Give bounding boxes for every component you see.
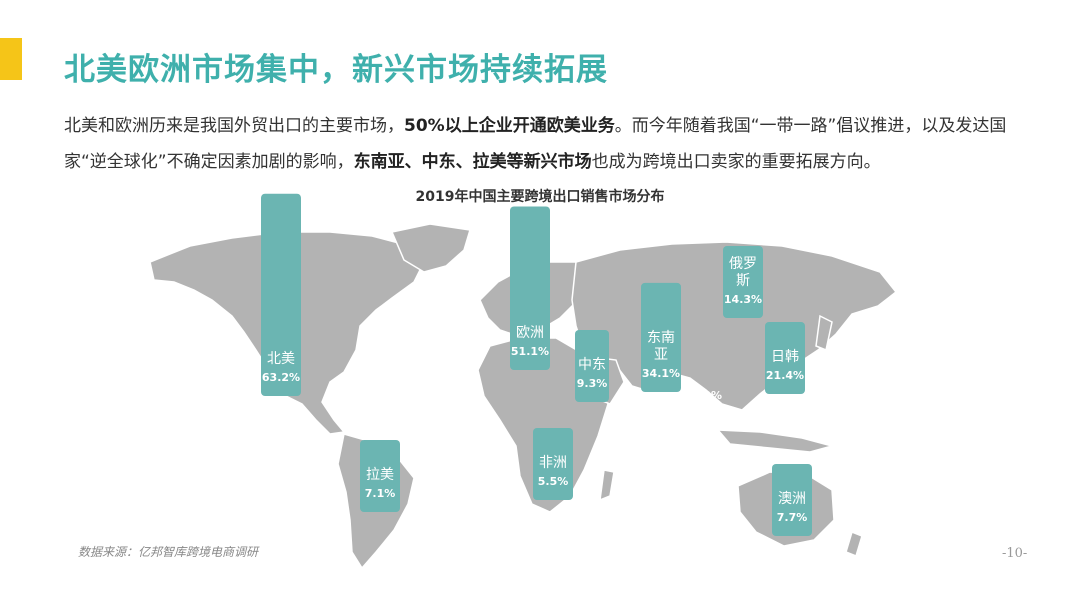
accent-bar xyxy=(0,38,22,80)
bar-group-2: 中东 9.3% xyxy=(575,330,609,402)
data-source: 数据来源：亿邦智库跨境电商调研 xyxy=(78,545,259,559)
bar-value-label: 14.3% xyxy=(724,293,762,306)
bar-value-label: 9.3% xyxy=(577,377,608,390)
bar-1 xyxy=(510,206,550,370)
chart-title: 2019年中国主要跨境出口销售市场分布 xyxy=(415,189,665,205)
bar-value-label: 63.2% xyxy=(262,371,300,384)
bar-category-label: 澳洲 xyxy=(778,491,806,507)
landmass-japan xyxy=(815,314,833,352)
bar-group-0: 北美 63.2% xyxy=(261,193,301,396)
para-bold-2: 东南亚、中东、拉美等新兴市场 xyxy=(353,152,592,172)
landmass-new-zealand xyxy=(845,530,863,558)
bar-category-label: 东南亚 xyxy=(647,330,675,363)
para-text-2: 。而今年随着我国“一带一路”倡议推进，以及发达国家“逆全球化”不确定因素加剧的影… xyxy=(64,116,1007,172)
bar-group-3: 东南亚 34.1% xyxy=(641,282,681,392)
para-bold-1: 50%以上企业开通欧美业务 xyxy=(404,116,615,136)
bar-5 xyxy=(765,322,805,394)
bar-7 xyxy=(533,428,573,500)
landmass-indonesia xyxy=(716,429,835,453)
page-title: 北美欧洲市场集中，新兴市场持续拓展 xyxy=(64,52,608,88)
bar-group-6: 拉美 7.1% xyxy=(360,440,400,512)
bar-6 xyxy=(360,440,400,512)
para-text-1: 北美和欧洲历来是我国外贸出口的主要市场， xyxy=(64,116,404,136)
bar-group-8: 澳洲 7.7% xyxy=(772,464,812,536)
bar-3 xyxy=(641,282,681,392)
bar-value-label: 21.4% xyxy=(766,369,804,382)
page-number: -10- xyxy=(1002,546,1028,561)
bar-value-label: 7.1% xyxy=(365,487,396,500)
bars-layer: 北美 63.2% 欧洲 51.1% 中东 9.3% 东南亚 34.1% 俄罗斯 14.3% 日韩 21… xyxy=(261,193,812,536)
bar-group-1: 欧洲 51.1% xyxy=(510,206,550,370)
bar-4 xyxy=(723,246,763,318)
bar-category-label: 中东 xyxy=(578,357,606,373)
landmass-greenland xyxy=(390,223,471,273)
intro-paragraph: 北美和欧洲历来是我国外贸出口的主要市场，50%以上企业开通欧美业务。而今年随着我… xyxy=(64,108,1024,180)
bar-category-label: 拉美 xyxy=(366,467,394,483)
bar-value-label: 51.1% xyxy=(511,345,549,358)
bar-category-label: 俄罗斯 xyxy=(729,256,757,289)
bar-value-label: 5.5% xyxy=(538,475,569,488)
bar-category-label: 非洲 xyxy=(539,455,567,471)
bar-value-label: 34.1% xyxy=(642,367,680,380)
bar-2 xyxy=(575,330,609,402)
bar-category-label: 日韩 xyxy=(771,349,799,365)
bar-0 xyxy=(261,193,301,396)
annotation-label: 63.2% xyxy=(684,389,722,402)
landmass-madagascar xyxy=(599,469,615,502)
bar-8 xyxy=(772,464,812,536)
bar-category-label: 欧洲 xyxy=(516,325,544,341)
bar-value-label: 7.7% xyxy=(777,511,808,524)
bar-group-5: 日韩 21.4% xyxy=(765,322,805,394)
bar-category-label: 北美 xyxy=(267,351,295,367)
para-text-3: 也成为跨境出口卖家的重要拓展方向。 xyxy=(591,152,881,172)
bar-group-4: 俄罗斯 14.3% xyxy=(723,246,763,318)
bar-group-7: 非洲 5.5% xyxy=(533,428,573,500)
